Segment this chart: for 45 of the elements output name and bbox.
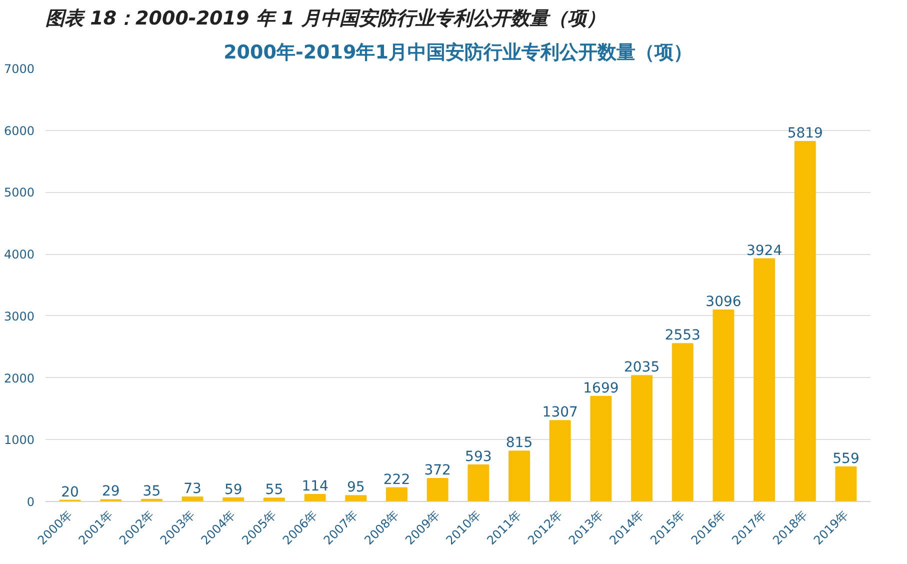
data-label: 372 bbox=[424, 462, 451, 478]
data-label: 1699 bbox=[583, 380, 619, 396]
data-label: 55 bbox=[265, 482, 284, 498]
data-label: 5819 bbox=[787, 126, 823, 142]
y-tick-label: 0 bbox=[26, 495, 35, 509]
data-label: 222 bbox=[383, 472, 410, 488]
y-tick-label: 1000 bbox=[4, 433, 35, 448]
data-label: 2553 bbox=[664, 328, 700, 344]
data-label: 29 bbox=[102, 484, 120, 500]
data-label: 815 bbox=[506, 435, 533, 452]
bar bbox=[426, 478, 448, 502]
bar bbox=[835, 466, 857, 502]
data-label: 73 bbox=[184, 480, 202, 497]
bar bbox=[631, 375, 652, 502]
data-label: 20 bbox=[61, 484, 79, 500]
bar bbox=[345, 495, 367, 502]
y-tick-label: 6000 bbox=[4, 124, 35, 138]
data-label: 95 bbox=[346, 480, 365, 496]
y-tick-label: 5000 bbox=[4, 186, 35, 200]
chart-title: 图表 18：2000-2019 年 1 月中国安防行业专利公开数量（项） bbox=[46, 8, 606, 30]
data-label: 35 bbox=[142, 483, 161, 500]
bar bbox=[468, 464, 490, 502]
bar bbox=[304, 494, 326, 502]
bar bbox=[264, 498, 285, 502]
chart-subtitle: 2000年-2019年1月中国安防行业专利公开数量（项） bbox=[224, 42, 692, 64]
data-label: 3924 bbox=[746, 242, 782, 259]
data-label: 1307 bbox=[542, 404, 578, 421]
bar bbox=[590, 396, 612, 502]
data-label: 59 bbox=[224, 482, 242, 498]
y-tick-label: 2000 bbox=[4, 371, 35, 386]
data-label: 593 bbox=[465, 448, 492, 465]
data-label: 114 bbox=[302, 478, 329, 494]
bar bbox=[549, 420, 571, 502]
bar bbox=[508, 450, 530, 502]
bar bbox=[794, 141, 816, 502]
data-label: 3096 bbox=[706, 294, 742, 310]
y-tick-label: 7000 bbox=[4, 62, 35, 76]
y-tick-label: 3000 bbox=[4, 309, 35, 324]
bar bbox=[712, 309, 734, 502]
bar bbox=[386, 487, 408, 502]
data-label: 559 bbox=[832, 450, 860, 467]
bar bbox=[672, 343, 694, 502]
bar bbox=[754, 258, 776, 502]
data-label: 2035 bbox=[624, 360, 660, 376]
y-tick-label: 4000 bbox=[4, 248, 35, 262]
